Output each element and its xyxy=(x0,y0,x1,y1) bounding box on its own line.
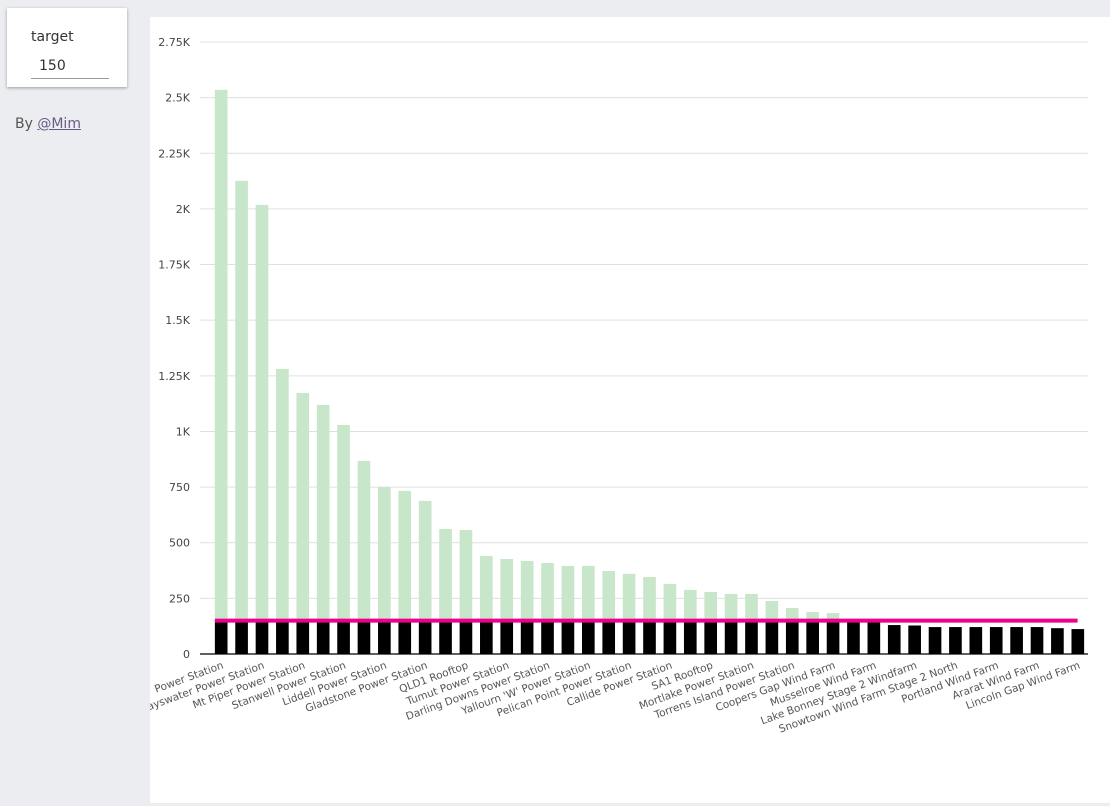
bar-below-target xyxy=(459,620,473,654)
bar-above-target xyxy=(561,565,575,621)
bar-below-target xyxy=(867,620,881,654)
bar-above-target xyxy=(622,573,636,621)
bar-below-target xyxy=(949,627,962,654)
bar-below-target xyxy=(357,620,371,654)
bar-below-target xyxy=(908,625,921,654)
bar-above-target xyxy=(806,611,819,621)
bar-below-target xyxy=(683,620,697,654)
bar-below-target xyxy=(276,620,289,654)
bar-below-target xyxy=(765,620,779,654)
bar-above-target xyxy=(418,500,432,621)
bar-above-target xyxy=(785,607,799,621)
bar-below-target xyxy=(724,620,738,654)
bar-above-target xyxy=(214,89,228,621)
bar-above-target xyxy=(520,560,534,621)
bar-below-target xyxy=(480,620,493,654)
bar-above-target xyxy=(316,404,330,621)
bar-below-target xyxy=(316,620,330,654)
y-tick-label: 2.5K xyxy=(165,92,190,105)
bar-below-target xyxy=(602,620,616,654)
bar-above-target xyxy=(378,486,391,621)
bar-below-target xyxy=(806,620,819,654)
bar-above-target xyxy=(724,593,738,621)
bar-below-target xyxy=(296,620,310,654)
bar-below-target xyxy=(418,620,432,654)
bar-below-target xyxy=(826,620,840,654)
bar-below-target xyxy=(928,627,942,654)
bar-below-target xyxy=(745,620,758,654)
y-tick-label: 1K xyxy=(176,425,191,438)
bar-below-target xyxy=(1071,629,1085,654)
bar-below-target xyxy=(520,620,534,654)
bar-below-target xyxy=(1030,627,1044,654)
bar-below-target xyxy=(561,620,575,654)
bar-below-target xyxy=(989,627,1003,654)
bar-below-target xyxy=(378,620,391,654)
bar-below-target xyxy=(500,620,514,654)
bar-below-target xyxy=(214,620,228,654)
author-link[interactable]: @Mim xyxy=(37,116,81,132)
bar-below-target xyxy=(255,620,269,654)
target-label: target xyxy=(31,29,74,45)
bar-above-target xyxy=(643,576,656,621)
y-tick-label: 1.75K xyxy=(158,259,190,272)
bar-below-target xyxy=(622,620,636,654)
y-tick-label: 1.5K xyxy=(165,314,190,327)
bar-above-target xyxy=(541,562,554,621)
bar-above-target xyxy=(765,601,779,621)
y-tick-label: 2.75K xyxy=(158,36,190,49)
bar-below-target xyxy=(1051,628,1064,654)
y-tick-label: 250 xyxy=(169,592,190,605)
bar-above-target xyxy=(357,461,371,621)
bar-above-target xyxy=(602,570,616,621)
target-control: target xyxy=(7,8,127,87)
bar-above-target xyxy=(663,583,677,621)
credit-prefix: By xyxy=(15,116,38,132)
bar-above-target xyxy=(337,425,350,621)
bar-above-target xyxy=(704,591,718,621)
y-tick-label: 750 xyxy=(169,481,190,494)
y-tick-label: 2K xyxy=(176,203,191,216)
bar-below-target xyxy=(643,620,656,654)
bar-above-target xyxy=(459,530,473,621)
bar-above-target xyxy=(439,528,452,621)
bar-below-target xyxy=(337,620,350,654)
bar-below-target xyxy=(847,620,860,654)
y-tick-label: 2.25K xyxy=(158,147,190,160)
bar-below-target xyxy=(1010,627,1023,654)
bar-below-target xyxy=(887,625,901,654)
bar-below-target xyxy=(785,620,799,654)
bar-below-target xyxy=(581,620,595,654)
target-input[interactable] xyxy=(31,58,109,79)
bar-above-target xyxy=(745,593,758,621)
bar-below-target xyxy=(704,620,718,654)
bar-chart: 0 250 500 750 1K 1.25K 1.5K 1.75K 2K 2.25K 2.5K 2.7… xyxy=(150,36,1088,736)
bar-above-target xyxy=(235,180,248,621)
bar-below-target xyxy=(398,620,412,654)
y-tick-label: 500 xyxy=(169,537,190,550)
credit: By @Mim xyxy=(15,116,81,132)
bar-above-target xyxy=(398,490,412,621)
bar-above-target xyxy=(296,392,310,621)
bar-above-target xyxy=(480,556,493,621)
bar-above-target xyxy=(683,589,697,621)
bar-above-target xyxy=(826,613,840,621)
bar-below-target xyxy=(439,620,452,654)
bar-below-target xyxy=(235,620,248,654)
bar-above-target xyxy=(276,368,289,621)
bar-below-target xyxy=(663,620,677,654)
bar-below-target xyxy=(541,620,554,654)
bar-below-target xyxy=(969,627,983,654)
bar-above-target xyxy=(581,565,595,621)
y-tick-label: 1.25K xyxy=(158,370,190,383)
bar-above-target xyxy=(500,558,514,621)
y-tick-label: 0 xyxy=(183,648,190,661)
bar-above-target xyxy=(255,204,269,621)
chart-panel: 0 250 500 750 1K 1.25K 1.5K 1.75K 2K 2.25K 2.5K 2.7… xyxy=(150,17,1110,803)
